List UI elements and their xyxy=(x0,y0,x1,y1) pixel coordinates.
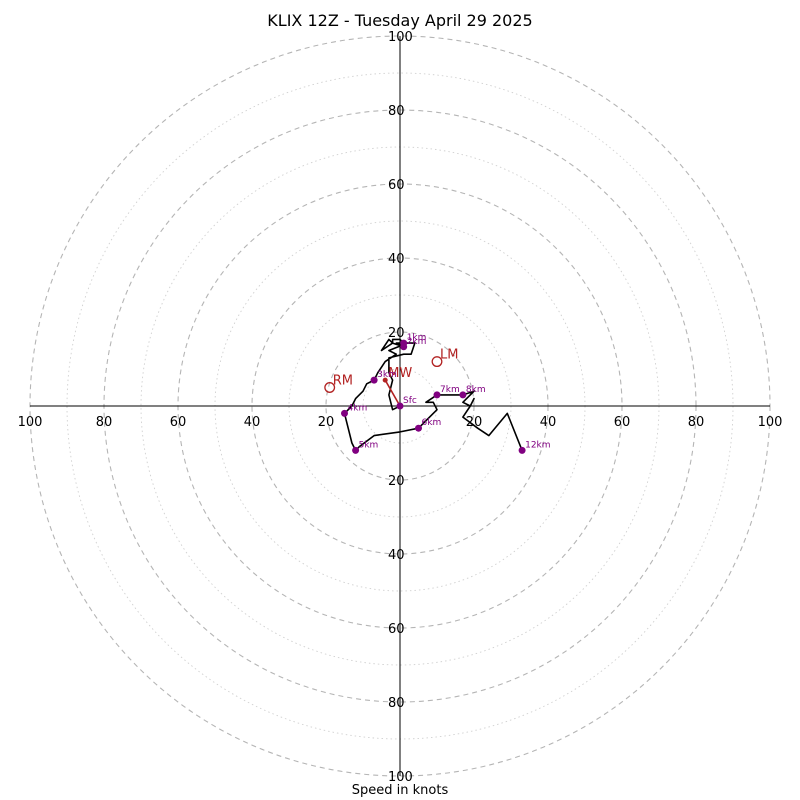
height-marker-point xyxy=(370,376,378,384)
x-tick-label: 20 xyxy=(466,415,483,430)
x-tick-label: 40 xyxy=(540,415,557,430)
height-marker-label: 3km xyxy=(377,370,397,380)
height-marker-point xyxy=(400,343,408,351)
y-tick-label: 60 xyxy=(388,178,405,193)
wind-trace xyxy=(343,338,523,452)
storm-motion-point xyxy=(382,377,388,383)
storm-motion-markers: RM LM MW xyxy=(324,348,458,407)
x-tick-label: 40 xyxy=(244,415,261,430)
y-tick-label: 40 xyxy=(388,548,405,563)
height-marker-label: 1km xyxy=(407,333,427,343)
height-marker-point xyxy=(518,446,526,454)
height-marker-point xyxy=(341,409,348,417)
x-tick-label: 80 xyxy=(96,415,113,430)
y-tick-label: 80 xyxy=(388,696,405,711)
y-tick-label: 80 xyxy=(388,104,405,119)
y-tick-label: 60 xyxy=(388,622,405,637)
height-marker-label: 5km xyxy=(359,440,379,450)
y-tick-label: 20 xyxy=(388,326,405,341)
storm-motion-label: RM xyxy=(333,374,353,389)
y-tick-label: 40 xyxy=(388,252,405,267)
storm-motion-label: LM xyxy=(440,348,458,363)
x-tick-label: 20 xyxy=(318,415,335,430)
height-marker-label: 4km xyxy=(348,403,368,413)
y-tick-label: 100 xyxy=(388,770,413,785)
height-marker-label: 12km xyxy=(525,440,550,450)
height-marker-label: 6km xyxy=(422,418,442,428)
mean-wind-vector xyxy=(384,379,401,407)
x-tick-label: 80 xyxy=(688,415,705,430)
storm-motion-label: MW xyxy=(388,366,412,381)
storm-motion-point xyxy=(431,356,443,368)
x-axis-label: Speed in knots xyxy=(351,783,449,798)
height-marker-point xyxy=(352,446,360,454)
height-marker-point xyxy=(415,424,422,432)
y-tick-label: 100 xyxy=(388,30,413,45)
chart-title: KLIX 12Z - Tuesday April 29 2025 xyxy=(267,11,533,30)
height-marker-point xyxy=(396,402,404,410)
height-marker-point xyxy=(433,391,441,399)
wind-trace-line xyxy=(343,338,523,452)
height-marker-point xyxy=(459,391,467,399)
height-marker-label: 8km xyxy=(466,385,486,395)
height-marker-label: 2km xyxy=(407,337,427,347)
x-tick-label: 100 xyxy=(758,415,783,430)
y-tick-label: 20 xyxy=(388,474,405,489)
storm-motion-point xyxy=(324,382,336,393)
x-tick-label: 100 xyxy=(18,415,43,430)
tick-labels: 20 20 20 20 40 40 40 40 60 60 60 60 80 80 80 80 100 100 10… xyxy=(18,30,783,785)
height-marker-label: 7km xyxy=(440,385,460,395)
x-tick-label: 60 xyxy=(614,415,631,430)
x-tick-label: 60 xyxy=(170,415,187,430)
height-marker-label: Sfc xyxy=(403,396,417,406)
